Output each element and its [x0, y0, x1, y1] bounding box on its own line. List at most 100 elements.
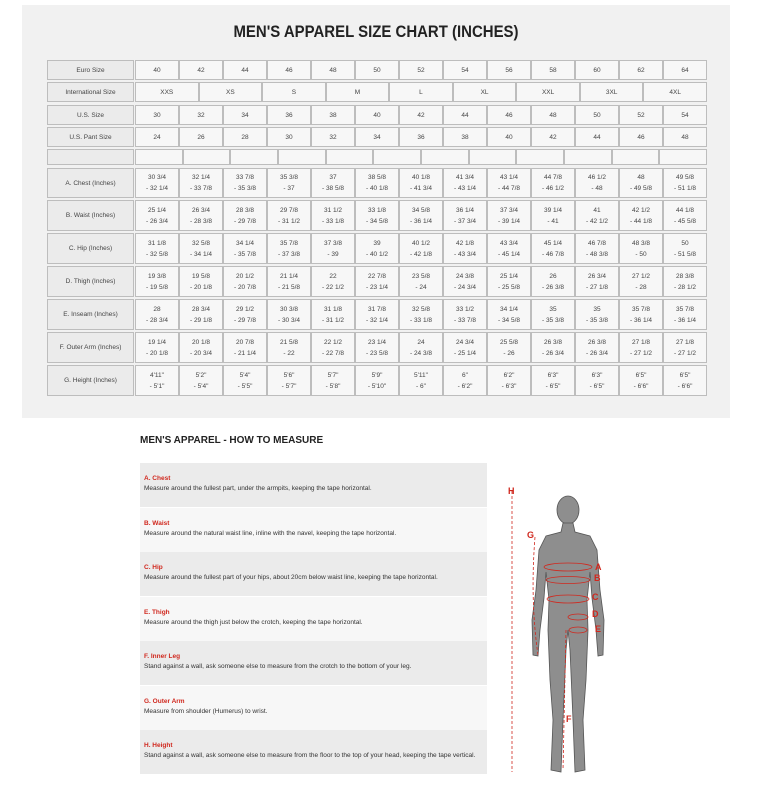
cell-text: 62: [637, 66, 645, 74]
table-cell: 35 7/8 - 37 3/8: [267, 233, 311, 264]
cell-line: - 27 1/2: [629, 349, 653, 357]
table-cell: 24 3/4 - 25 1/4: [443, 332, 487, 363]
measure-item: C. Hip Measure around the fullest part of…: [140, 552, 487, 596]
empty-cell: [564, 149, 612, 165]
cell-line: - 21 5/8: [277, 283, 301, 291]
figure-label: C: [592, 592, 599, 602]
cell-line: - 20 1/8: [145, 349, 169, 357]
cell-line: - 5'8": [325, 382, 341, 390]
cell-line: - 22 7/8: [321, 349, 345, 357]
table-cell: 32 1/4 - 33 7/8: [179, 168, 223, 198]
cell-text: 34: [373, 133, 381, 141]
cell-line: - 41 3/4: [409, 185, 433, 192]
cell-line: - 31 1/2: [321, 316, 345, 324]
cell-text: 54: [461, 66, 469, 74]
cell-line: - 32 1/4: [365, 316, 389, 324]
row-label: B. Waist (Inches): [47, 200, 134, 231]
table-cell: 23 1/4 - 23 5/8: [355, 332, 399, 363]
cell-line: 6'2": [503, 371, 515, 379]
row-label-text: G. Height (Inches): [64, 377, 117, 384]
table-cell: 34 1/4 - 34 5/8: [487, 299, 531, 330]
figure-label: D: [592, 609, 599, 619]
table-cell: 40 1/8 - 41 3/4: [399, 168, 443, 198]
cell-text: 26: [197, 133, 205, 141]
cell-line: 33 1/8: [367, 206, 387, 214]
cell-line: 32 5/8: [191, 239, 211, 247]
table-cell: 50 - 51 5/8: [663, 233, 707, 264]
table-cell: 45 1/4 - 46 7/8: [531, 233, 575, 264]
table-cell: 30: [135, 105, 179, 125]
cell-line: 39: [373, 239, 381, 247]
cell-line: - 51 1/8: [673, 185, 697, 192]
cell-line: 31 1/2: [323, 206, 343, 214]
cell-line: 46 7/8: [587, 239, 607, 247]
table-cell: 5'7" - 5'8": [311, 365, 355, 396]
cell-line: - 37 3/4: [453, 217, 477, 225]
cell-line: 29 1/2: [235, 305, 255, 313]
table-cell: 49 5/8 - 51 1/8: [663, 168, 707, 198]
measure-text: Stand against a wall, ask someone else t…: [144, 752, 476, 759]
table-cell: 52: [619, 105, 663, 125]
table-cell: 5'11" - 6": [399, 365, 443, 396]
table-cell: 28 3/8 - 28 1/2: [663, 266, 707, 297]
table-cell: 30 3/4 - 32 1/4: [135, 168, 179, 198]
empty-cell: [182, 149, 231, 165]
table-cell: 5'2" - 5'4": [179, 365, 223, 396]
cell-line: - 35 3/8: [585, 316, 609, 324]
table-cell: 46 1/2 - 48: [575, 168, 619, 198]
cell-line: - 28 3/4: [145, 316, 169, 324]
cell-line: 22 1/2: [323, 338, 343, 346]
table-cell: 41 - 42 1/2: [575, 200, 619, 231]
table-cell: 5'4" - 5'5": [223, 365, 267, 396]
measure-name: E. Thigh: [144, 608, 170, 616]
table-cell: 33 1/2 - 33 7/8: [443, 299, 487, 330]
cell-text: 58: [549, 66, 557, 74]
cell-line: - 26 3/4: [585, 349, 609, 357]
cell-line: 44 1/8: [675, 206, 695, 214]
cell-text: 28: [241, 133, 249, 141]
table-cell: 20 1/8 - 20 3/4: [179, 332, 223, 363]
cell-line: 6'3": [591, 371, 603, 379]
cell-line: 48 3/8: [631, 239, 651, 247]
cell-line: 5'6": [283, 371, 295, 379]
cell-text: 44: [593, 133, 601, 141]
table-cell: 43 1/4 - 44 7/8: [487, 168, 531, 198]
measure-item: E. Thigh Measure around the thigh just be…: [140, 596, 487, 641]
cell-text: 24: [153, 133, 161, 141]
cell-line: 26 3/4: [191, 206, 211, 214]
table-cell: 29 1/2 - 29 7/8: [223, 299, 267, 330]
cell-line: 41: [593, 206, 601, 214]
cell-text: 44: [461, 111, 469, 119]
cell-text: 42: [549, 133, 557, 141]
measure-item: B. Waist Measure around the natural waist…: [140, 507, 487, 552]
table-cell: 39 - 40 1/2: [355, 233, 399, 264]
cell-line: 5'7": [327, 371, 339, 379]
cell-text: 48: [329, 66, 337, 74]
table-cell: 6'5" - 6'6": [619, 365, 663, 396]
cell-line: 20 7/8: [235, 338, 255, 346]
cell-text: 40: [505, 133, 513, 141]
cell-text: 38: [329, 111, 337, 119]
table-cell: 38: [443, 127, 487, 147]
cell-line: - 42 1/2: [585, 217, 609, 225]
cell-line: - 33 7/8: [453, 316, 477, 324]
cell-line: - 19 5/8: [145, 283, 169, 291]
row-label-text: A. Chest (Inches): [65, 179, 116, 187]
cell-line: - 46 7/8: [541, 250, 565, 258]
table-cell: 28: [223, 127, 267, 147]
table-cell: 35 3/8 - 37: [267, 168, 311, 198]
table-cell: 27 1/8 - 27 1/2: [663, 332, 707, 363]
cell-text: 40: [373, 111, 381, 119]
table-cell: 42: [399, 105, 443, 125]
table-cell: L: [389, 82, 453, 102]
measure-item: A. Chest Measure around the fullest part,…: [140, 463, 487, 507]
table-cell: 20 7/8 - 21 1/4: [223, 332, 267, 363]
cell-line: - 6'5": [589, 382, 605, 390]
table-cell: 40: [135, 60, 179, 80]
cell-line: - 50: [635, 250, 647, 258]
measure-name: B. Waist: [144, 519, 170, 527]
cell-line: 37: [329, 174, 337, 181]
table-cell: 34: [355, 127, 399, 147]
table-cell: 26 3/8 - 26 3/4: [531, 332, 575, 363]
row-label: U.S. Size: [47, 105, 134, 125]
